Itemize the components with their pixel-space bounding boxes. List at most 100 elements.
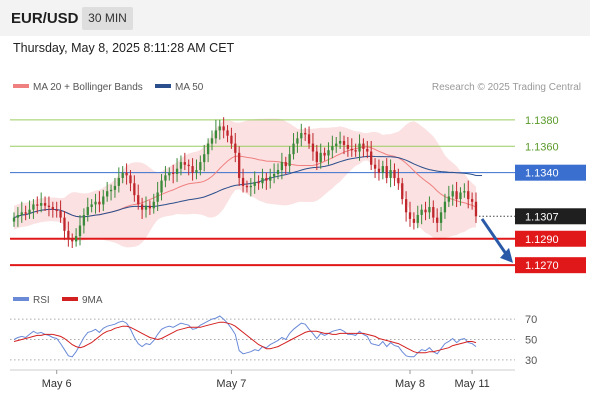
price-levels	[10, 119, 515, 267]
forecast-arrow-head	[500, 247, 513, 263]
candle-body	[474, 201, 478, 217]
candle-body	[191, 166, 194, 173]
candle-body	[183, 162, 186, 165]
candle-body	[253, 181, 256, 186]
candle-body	[137, 195, 140, 205]
rsi-line	[13, 315, 477, 358]
candle-body	[43, 203, 47, 206]
candle-body	[307, 134, 311, 144]
candle-body	[470, 199, 474, 202]
candle-body	[323, 152, 326, 156]
copyright-text: Research © 2025 Trading Central	[432, 82, 581, 93]
moving-averages	[13, 146, 482, 219]
candle-body	[218, 126, 221, 131]
candle-body	[327, 150, 330, 156]
candle-body	[393, 170, 396, 178]
candle-body	[226, 130, 229, 136]
candle-body	[354, 150, 357, 152]
candle-body	[338, 140, 342, 144]
ma50-legend-label: MA 50	[175, 82, 204, 93]
candle-body	[148, 205, 152, 209]
candle-body	[265, 177, 268, 181]
candle-body	[249, 185, 252, 188]
rsi-ma-legend-swatch	[62, 297, 78, 301]
candle-body	[90, 204, 93, 208]
rsi-ma-line	[13, 321, 477, 354]
candle-body	[459, 192, 462, 200]
candle-body	[276, 170, 280, 174]
forecast-arrow-line	[480, 218, 508, 255]
rsi-level-label: 50	[525, 335, 537, 347]
candle-body	[373, 164, 377, 169]
candle-body	[272, 174, 276, 177]
candle-body	[358, 143, 361, 152]
ma50-line	[13, 155, 477, 219]
candle-body	[238, 152, 241, 178]
candle-body	[350, 148, 353, 151]
x-tick-label: May 8	[395, 378, 425, 390]
candle-body	[40, 203, 43, 206]
candle-body	[280, 162, 284, 171]
candle-body	[86, 207, 89, 215]
candle-body	[335, 143, 338, 147]
candle-body	[203, 154, 206, 163]
candle-body	[78, 225, 82, 237]
candle-body	[366, 148, 369, 152]
support-price-box	[515, 230, 586, 247]
candle-body	[261, 177, 264, 184]
candle-body	[463, 191, 466, 193]
candle-body	[133, 183, 136, 196]
candle-body	[436, 217, 439, 223]
candle-body	[63, 217, 66, 231]
candle-body	[140, 204, 144, 210]
candle-body	[342, 140, 346, 145]
candle-body	[20, 212, 23, 215]
ma20-legend-swatch	[13, 84, 29, 88]
candle-body	[214, 130, 218, 139]
candle-body	[362, 143, 365, 149]
candle-body	[12, 217, 16, 222]
candle-body	[389, 170, 392, 178]
candle-body	[102, 196, 105, 205]
candle-body	[121, 172, 124, 178]
candle-body	[397, 177, 400, 184]
candle-body	[16, 214, 20, 218]
chart-header: EUR/USD 30 MIN	[0, 0, 590, 36]
current-price-label: 1.1307	[525, 211, 559, 223]
candle-body	[59, 211, 62, 218]
candle-body	[319, 152, 322, 163]
candle-body	[117, 177, 120, 186]
x-tick-label: May 11	[454, 378, 489, 390]
current-price-box	[515, 208, 586, 225]
support-label: 1.1270	[525, 260, 559, 272]
candle-body	[447, 196, 450, 202]
candle-body	[455, 191, 458, 200]
candle-body	[420, 209, 423, 215]
candle-body	[168, 172, 171, 176]
timeframe-badge[interactable]: 30 MIN	[82, 7, 133, 30]
candle-body	[98, 201, 101, 205]
candle-body	[24, 212, 27, 214]
candle-body	[381, 166, 384, 173]
rsi-panel: 70 50 30	[10, 314, 537, 367]
candle-body	[230, 135, 233, 144]
candle-body	[269, 176, 272, 181]
candle-body	[125, 172, 128, 176]
candle-body	[67, 230, 70, 239]
bollinger-band-fill	[14, 118, 476, 248]
candle-body	[172, 172, 175, 174]
candle-body	[82, 214, 86, 226]
candle-body	[408, 212, 412, 219]
candle-body	[234, 143, 237, 153]
candle-body	[109, 189, 113, 192]
rsi-level-label: 70	[525, 314, 537, 326]
candle-body	[292, 143, 295, 155]
candle-body	[195, 170, 198, 173]
ma50-legend-swatch	[155, 84, 171, 88]
candle-body	[432, 207, 435, 218]
symbol-title: EUR/USD	[11, 10, 79, 27]
candle-body	[113, 185, 117, 190]
candle-body	[257, 181, 260, 184]
resistance-label: 1.1360	[525, 141, 559, 153]
